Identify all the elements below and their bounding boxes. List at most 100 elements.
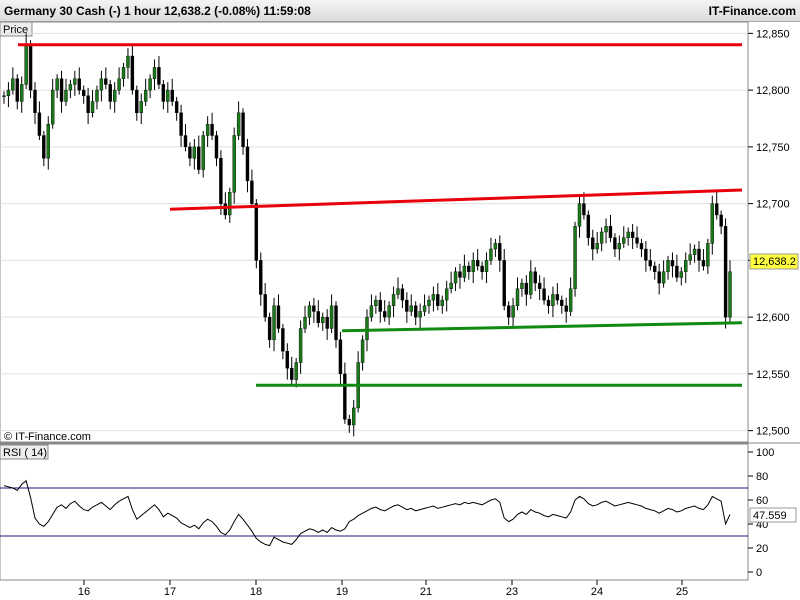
candle-body <box>343 373 347 420</box>
candle-body <box>378 299 382 312</box>
candle-body <box>285 350 290 369</box>
candle-body <box>250 180 254 204</box>
candle-body <box>728 271 732 318</box>
candle-body <box>418 311 422 318</box>
candle-body <box>409 305 413 312</box>
candle-body <box>467 265 471 272</box>
candle-body <box>715 203 719 216</box>
candle-body <box>537 282 542 289</box>
candle-body <box>77 78 81 91</box>
candle-body <box>489 248 493 261</box>
rsi-series <box>3 479 731 547</box>
candle-body <box>183 135 188 148</box>
candle-body <box>639 243 644 250</box>
candle-body <box>263 294 267 318</box>
candle-body <box>28 44 33 91</box>
rsi-panel-label: RSI ( 14) <box>3 447 47 459</box>
price-axis: 12,85012,80012,75012,70012,65012,60012,5… <box>748 28 790 438</box>
rsi-tick-label: 60 <box>756 495 768 507</box>
candle-body <box>259 260 263 295</box>
candle-body <box>374 299 378 306</box>
instrument-title: Germany 30 Cash (-) 1 hour 12,638.2 (-0.… <box>4 4 311 18</box>
candle-body <box>405 299 409 312</box>
candle-body <box>152 67 157 79</box>
candle-body <box>192 146 197 159</box>
price-tick-label: 12,700 <box>756 199 790 211</box>
time-tick-label: 16 <box>78 586 90 598</box>
candle-body <box>86 95 90 114</box>
candle-body <box>701 260 706 267</box>
candle-body <box>20 84 24 102</box>
candle-body <box>174 101 179 114</box>
candle-body <box>139 101 143 114</box>
candle-body <box>511 305 515 318</box>
candle-body <box>276 305 281 329</box>
resistance-trendline <box>169 188 743 211</box>
candle-body <box>24 44 28 85</box>
candle-body <box>81 89 86 96</box>
candle-body <box>68 84 73 91</box>
candle-body <box>33 89 37 114</box>
candle-body <box>577 203 582 227</box>
price-label-box <box>0 21 33 37</box>
support-trendline <box>341 321 743 333</box>
candle-body <box>352 407 356 426</box>
candle-body <box>219 158 223 204</box>
time-tick-label: 19 <box>336 586 348 598</box>
candle-body <box>524 282 529 295</box>
candle-body <box>117 78 121 91</box>
candle-body <box>560 299 564 306</box>
candle-body <box>170 89 174 102</box>
candle-body <box>391 294 396 306</box>
candle-body <box>630 231 635 238</box>
time-tick-label: 18 <box>250 586 262 598</box>
candle-body <box>400 288 405 301</box>
candle-body <box>312 305 316 312</box>
time-tick-label: 23 <box>506 586 518 598</box>
candle-body <box>37 112 42 136</box>
candle-body <box>321 316 325 324</box>
last-price-value: 12,638.2 <box>753 256 796 268</box>
candle-body <box>55 78 59 91</box>
brand-label: IT-Finance.com <box>708 4 796 18</box>
candle-body <box>369 305 374 318</box>
candle-body <box>706 243 710 267</box>
time-tick-label: 25 <box>676 586 688 598</box>
candle-body <box>436 294 440 306</box>
candle-body <box>608 226 613 238</box>
candle-body <box>444 288 449 301</box>
candle-body <box>15 78 19 102</box>
candle-body <box>692 248 697 255</box>
candle-body <box>657 271 661 284</box>
candle-body <box>635 237 639 244</box>
candle-body <box>303 316 307 329</box>
price-plot-area[interactable] <box>0 21 749 443</box>
candle-body <box>723 226 728 318</box>
candle-body <box>50 89 55 125</box>
rsi-tick-label: 80 <box>756 471 768 483</box>
candle-body <box>329 305 334 329</box>
price-tick-label: 12,600 <box>756 312 790 324</box>
candle-body <box>498 243 502 261</box>
candle-body <box>59 78 64 102</box>
watermark: © IT-Finance.com <box>4 431 91 443</box>
candle-body <box>648 260 653 267</box>
candle-body <box>236 112 241 136</box>
candle-body <box>617 243 622 250</box>
candle-body <box>688 254 692 261</box>
rsi-plot-area[interactable] <box>0 443 749 581</box>
candle-body <box>11 78 15 91</box>
candle-body <box>546 299 551 306</box>
candle-body <box>201 135 205 170</box>
candle-body <box>506 305 511 318</box>
candle-body <box>112 89 117 102</box>
candle-body <box>462 265 467 278</box>
candle-body <box>427 299 431 306</box>
trendlines <box>18 43 743 387</box>
candle-body <box>551 294 555 306</box>
candle-body <box>440 299 444 306</box>
candle-body <box>360 339 365 363</box>
candle-body <box>573 226 577 289</box>
